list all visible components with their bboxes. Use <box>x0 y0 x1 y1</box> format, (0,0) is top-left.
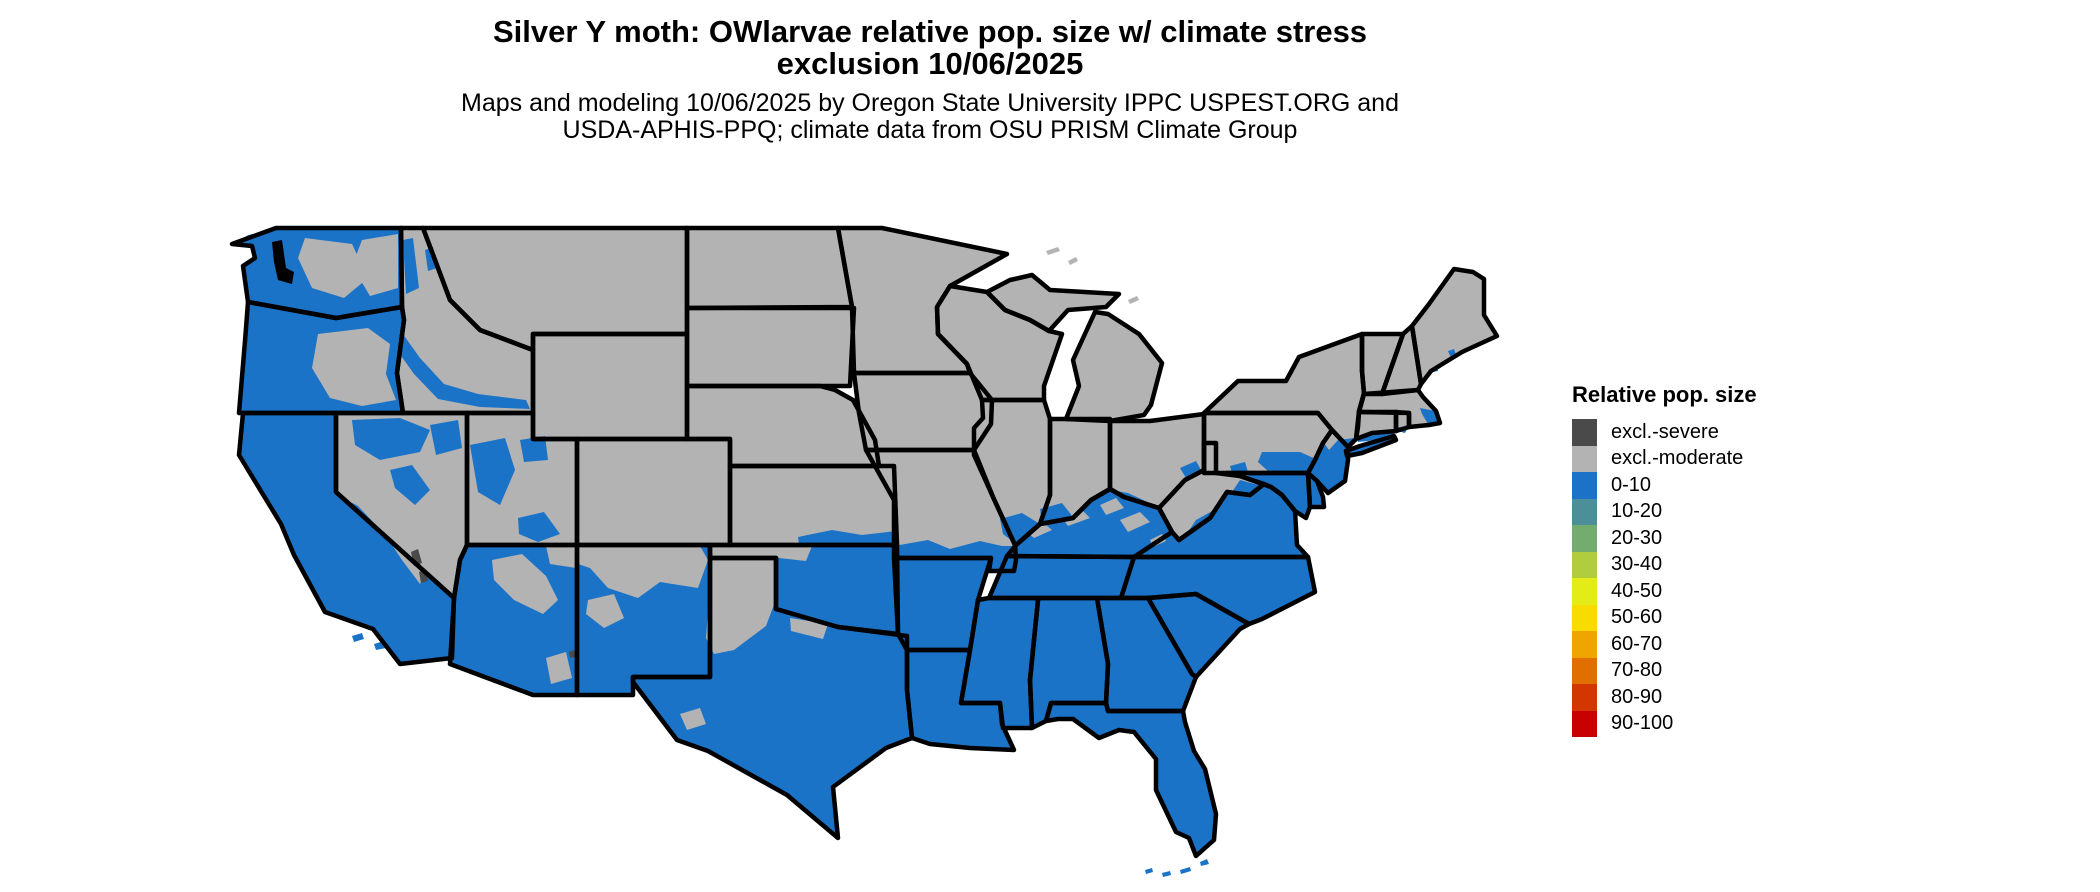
title-line-2: exclusion 10/06/2025 <box>776 46 1084 81</box>
legend-item: 30-40 <box>1572 551 1892 578</box>
legend-swatch-90-100 <box>1572 710 1597 737</box>
legend-label: 0-10 <box>1611 473 1652 496</box>
legend-label: 70-80 <box>1611 659 1663 682</box>
region-patch <box>680 708 706 730</box>
puget-sound-ink <box>272 240 294 284</box>
legend-label: excl.-moderate <box>1611 447 1744 470</box>
region-patch <box>298 238 368 298</box>
legend-swatch-excl-moderate <box>1572 445 1597 472</box>
region-patch <box>1128 296 1139 304</box>
region-patch <box>586 594 624 628</box>
region-patch <box>403 238 419 294</box>
legend-label: 60-70 <box>1611 632 1663 655</box>
state-ks <box>730 466 897 545</box>
region-patch <box>492 554 558 614</box>
region-patch <box>1258 452 1318 473</box>
region-patch <box>312 328 396 406</box>
region-patch <box>1230 462 1248 473</box>
legend-item: 0-10 <box>1572 472 1892 499</box>
legend: Relative pop. size excl.-severe excl.-mo… <box>1572 382 1892 737</box>
legend-swatch-30-40 <box>1572 551 1597 578</box>
state-nd <box>687 228 852 308</box>
subtitle-line-2: USDA-APHIS-PPQ; climate data from OSU PR… <box>562 116 1298 144</box>
legend-item: 10-20 <box>1572 498 1892 525</box>
legend-item: 80-90 <box>1572 684 1892 711</box>
legend-label: 90-100 <box>1611 712 1674 735</box>
region-patch <box>706 559 775 654</box>
region-patch <box>390 465 430 505</box>
region-patch <box>352 633 364 642</box>
region-patch <box>1180 461 1201 478</box>
legend-label: 40-50 <box>1611 579 1663 602</box>
region-patch <box>337 496 394 554</box>
title-line-1: Silver Y moth: OWlarvae relative pop. si… <box>492 14 1368 49</box>
legend-swatch-excl-severe <box>1572 419 1597 446</box>
legend-swatch-50-60 <box>1572 604 1597 631</box>
legend-swatch-60-70 <box>1572 631 1597 658</box>
state-sd <box>687 308 854 386</box>
legend-item: 40-50 <box>1572 578 1892 605</box>
region-patch-severe <box>569 650 576 658</box>
legend-label: 30-40 <box>1611 553 1663 576</box>
region-patch <box>1068 257 1078 265</box>
legend-label: 50-60 <box>1611 606 1663 629</box>
legend-item: 50-60 <box>1572 604 1892 631</box>
region-patch <box>518 512 560 542</box>
region-patch <box>430 420 462 455</box>
legend-label: 20-30 <box>1611 526 1663 549</box>
region-patch <box>546 546 576 568</box>
legend-item: 70-80 <box>1572 657 1892 684</box>
region-patch <box>1448 349 1456 356</box>
legend-item: excl.-severe <box>1572 419 1892 446</box>
legend-swatch-10-20 <box>1572 498 1597 525</box>
region-patch <box>894 540 1015 570</box>
region-patch <box>1180 522 1194 534</box>
legend-item: 60-70 <box>1572 631 1892 658</box>
legend-label: excl.-severe <box>1611 420 1719 443</box>
region-patch <box>520 436 548 462</box>
state-co <box>577 439 730 545</box>
legend-item: excl.-moderate <box>1572 445 1892 472</box>
legend-label: 10-20 <box>1611 500 1663 523</box>
region-patch <box>1200 859 1209 866</box>
legend-item: 20-30 <box>1572 525 1892 552</box>
legend-swatch-20-30 <box>1572 525 1597 552</box>
legend-swatch-70-80 <box>1572 657 1597 684</box>
legend-title: Relative pop. size <box>1572 382 1757 407</box>
region-patch <box>1145 868 1153 874</box>
region-patch <box>1100 498 1124 515</box>
state-mi <box>1066 312 1162 421</box>
region-patch <box>1120 512 1150 532</box>
legend-swatch-40-50 <box>1572 578 1597 605</box>
raster-patch-layer <box>246 234 1456 877</box>
subtitle-line-1: Maps and modeling 10/06/2025 by Oregon S… <box>461 89 1399 117</box>
legend-label: 80-90 <box>1611 685 1663 708</box>
state-wy <box>533 334 687 439</box>
region-patch <box>1046 247 1060 255</box>
map-title: Silver Y moth: OWlarvae relative pop. si… <box>0 16 1860 80</box>
region-patch <box>1180 867 1191 874</box>
region-patch <box>470 438 515 505</box>
region-patch <box>798 530 897 545</box>
region-patch <box>546 652 572 684</box>
legend-swatch-80-90 <box>1572 684 1597 711</box>
legend-swatch-0-10 <box>1572 472 1597 499</box>
region-patch <box>578 546 708 598</box>
region-patch <box>352 234 398 296</box>
region-patch <box>352 418 430 460</box>
map-subtitle: Maps and modeling 10/06/2025 by Oregon S… <box>0 90 1860 144</box>
region-patch <box>397 330 530 409</box>
state-fl <box>1046 703 1216 856</box>
region-patch <box>1162 871 1171 877</box>
legend-item: 90-100 <box>1572 710 1892 737</box>
